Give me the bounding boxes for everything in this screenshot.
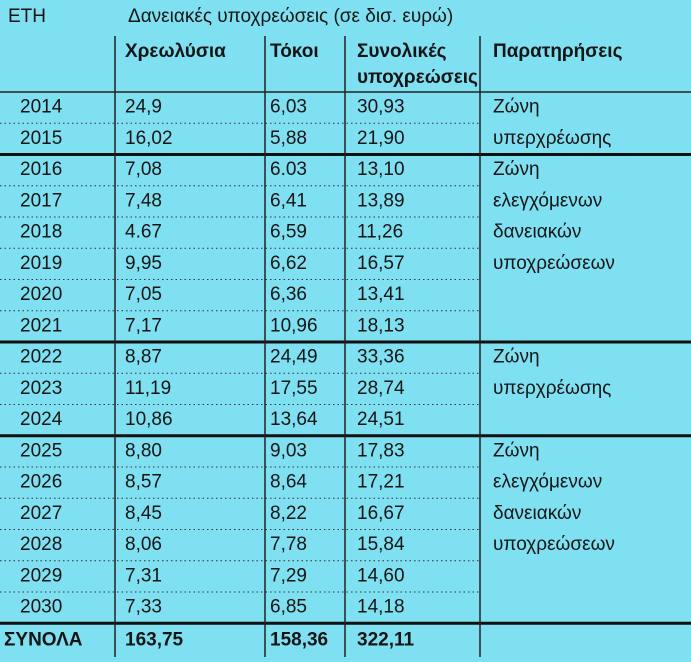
value-cell: 13,41 [357,284,405,305]
column-header: υποχρεώσεις [357,67,478,88]
value-cell: 18,13 [357,315,405,336]
note-cell: δανειακών [493,222,581,243]
value-cell: 8,22 [270,503,307,524]
value-cell: 7,17 [125,315,162,336]
note-cell: δανειακών [493,503,581,524]
column-header: Παρατηρήσεις [493,41,623,62]
year-cell: 2015 [20,128,62,149]
note-cell: ελεγχόμενων [493,190,602,211]
value-cell: 16,57 [357,253,405,274]
year-cell: 2029 [20,565,62,586]
value-cell: 17,55 [270,378,318,399]
value-cell: 7,08 [125,159,162,180]
value-cell: 24,51 [357,409,405,430]
value-cell: 7,48 [125,190,162,211]
note-cell: Ζώνη [493,347,540,368]
value-cell: 8,64 [270,472,307,493]
value-cell: 6.03 [270,159,307,180]
value-cell: 7,31 [125,565,162,586]
value-cell: 7,05 [125,284,162,305]
value-cell: 6,85 [270,597,307,618]
year-cell: 2021 [20,315,62,336]
year-cell: 2027 [20,503,62,524]
column-header: Χρεωλύσια [125,41,226,62]
year-cell: 2022 [20,347,62,368]
value-cell: 9,95 [125,253,162,274]
note-cell: υποχρεώσεων [493,534,615,555]
value-cell: 8,06 [125,534,162,555]
value-cell: 6,36 [270,284,307,305]
value-cell: 11,19 [125,378,171,399]
table-title: Δανειακές υποχρεώσεις (σε δισ. ευρώ) [128,6,453,27]
value-cell: 30,93 [357,97,405,118]
note-cell: Ζώνη [493,440,540,461]
value-cell: 8,87 [125,347,162,368]
year-cell: 2014 [20,97,63,118]
value-cell: 28,74 [357,378,405,399]
value-cell: 14,18 [357,597,405,618]
value-cell: 24,9 [125,97,162,118]
value-cell: 10,86 [125,409,173,430]
value-cell: 6,41 [270,190,307,211]
note-cell: Ζώνη [493,159,540,180]
year-cell: 2020 [20,284,62,305]
value-cell: 8,80 [125,440,162,461]
totals-cell: 322,11 [357,629,414,650]
year-cell: 2017 [20,190,62,211]
value-cell: 6,62 [270,253,307,274]
value-cell: 4.67 [125,222,162,243]
value-cell: 13,64 [270,409,318,430]
value-cell: 15,84 [357,534,405,555]
value-cell: 24,49 [270,347,318,368]
year-cell: 2026 [20,472,62,493]
year-cell: 2019 [20,253,62,274]
value-cell: 16,02 [125,128,173,149]
value-cell: 7,33 [125,597,162,618]
value-cell: 21,90 [357,128,405,149]
value-cell: 6,03 [270,97,307,118]
value-cell: 16,67 [357,503,405,524]
totals-label: ΣΥΝΟΛΑ [4,629,83,650]
year-cell: 2030 [20,597,62,618]
column-header: Συνολικές [357,41,447,62]
years-label: ΕΤΗ [8,6,46,27]
year-cell: 2025 [20,440,62,461]
note-cell: ελεγχόμενων [493,472,602,493]
value-cell: 11,26 [357,222,403,243]
value-cell: 8,57 [125,472,162,493]
year-cell: 2023 [20,378,62,399]
value-cell: 6,59 [270,222,307,243]
value-cell: 33,36 [357,347,405,368]
column-header: Τόκοι [270,41,319,62]
value-cell: 8,45 [125,503,162,524]
note-cell: υπερχρέωσης [493,128,611,149]
value-cell: 5,88 [270,128,307,149]
note-cell: υπερχρέωσης [493,378,611,399]
value-cell: 9,03 [270,440,307,461]
value-cell: 14,60 [357,565,405,586]
year-cell: 2028 [20,534,62,555]
value-cell: 17,21 [357,472,405,493]
value-cell: 13,89 [357,190,405,211]
note-cell: Ζώνη [493,97,540,118]
value-cell: 7,78 [270,534,307,555]
value-cell: 10,96 [270,315,318,336]
value-cell: 13,10 [357,159,405,180]
year-cell: 2024 [20,409,63,430]
totals-cell: 163,75 [125,629,184,650]
year-cell: 2018 [20,222,62,243]
year-cell: 2016 [20,159,62,180]
totals-cell: 158,36 [270,629,328,650]
note-cell: υποχρεώσεων [493,253,615,274]
value-cell: 17,83 [357,440,405,461]
value-cell: 7,29 [270,565,307,586]
